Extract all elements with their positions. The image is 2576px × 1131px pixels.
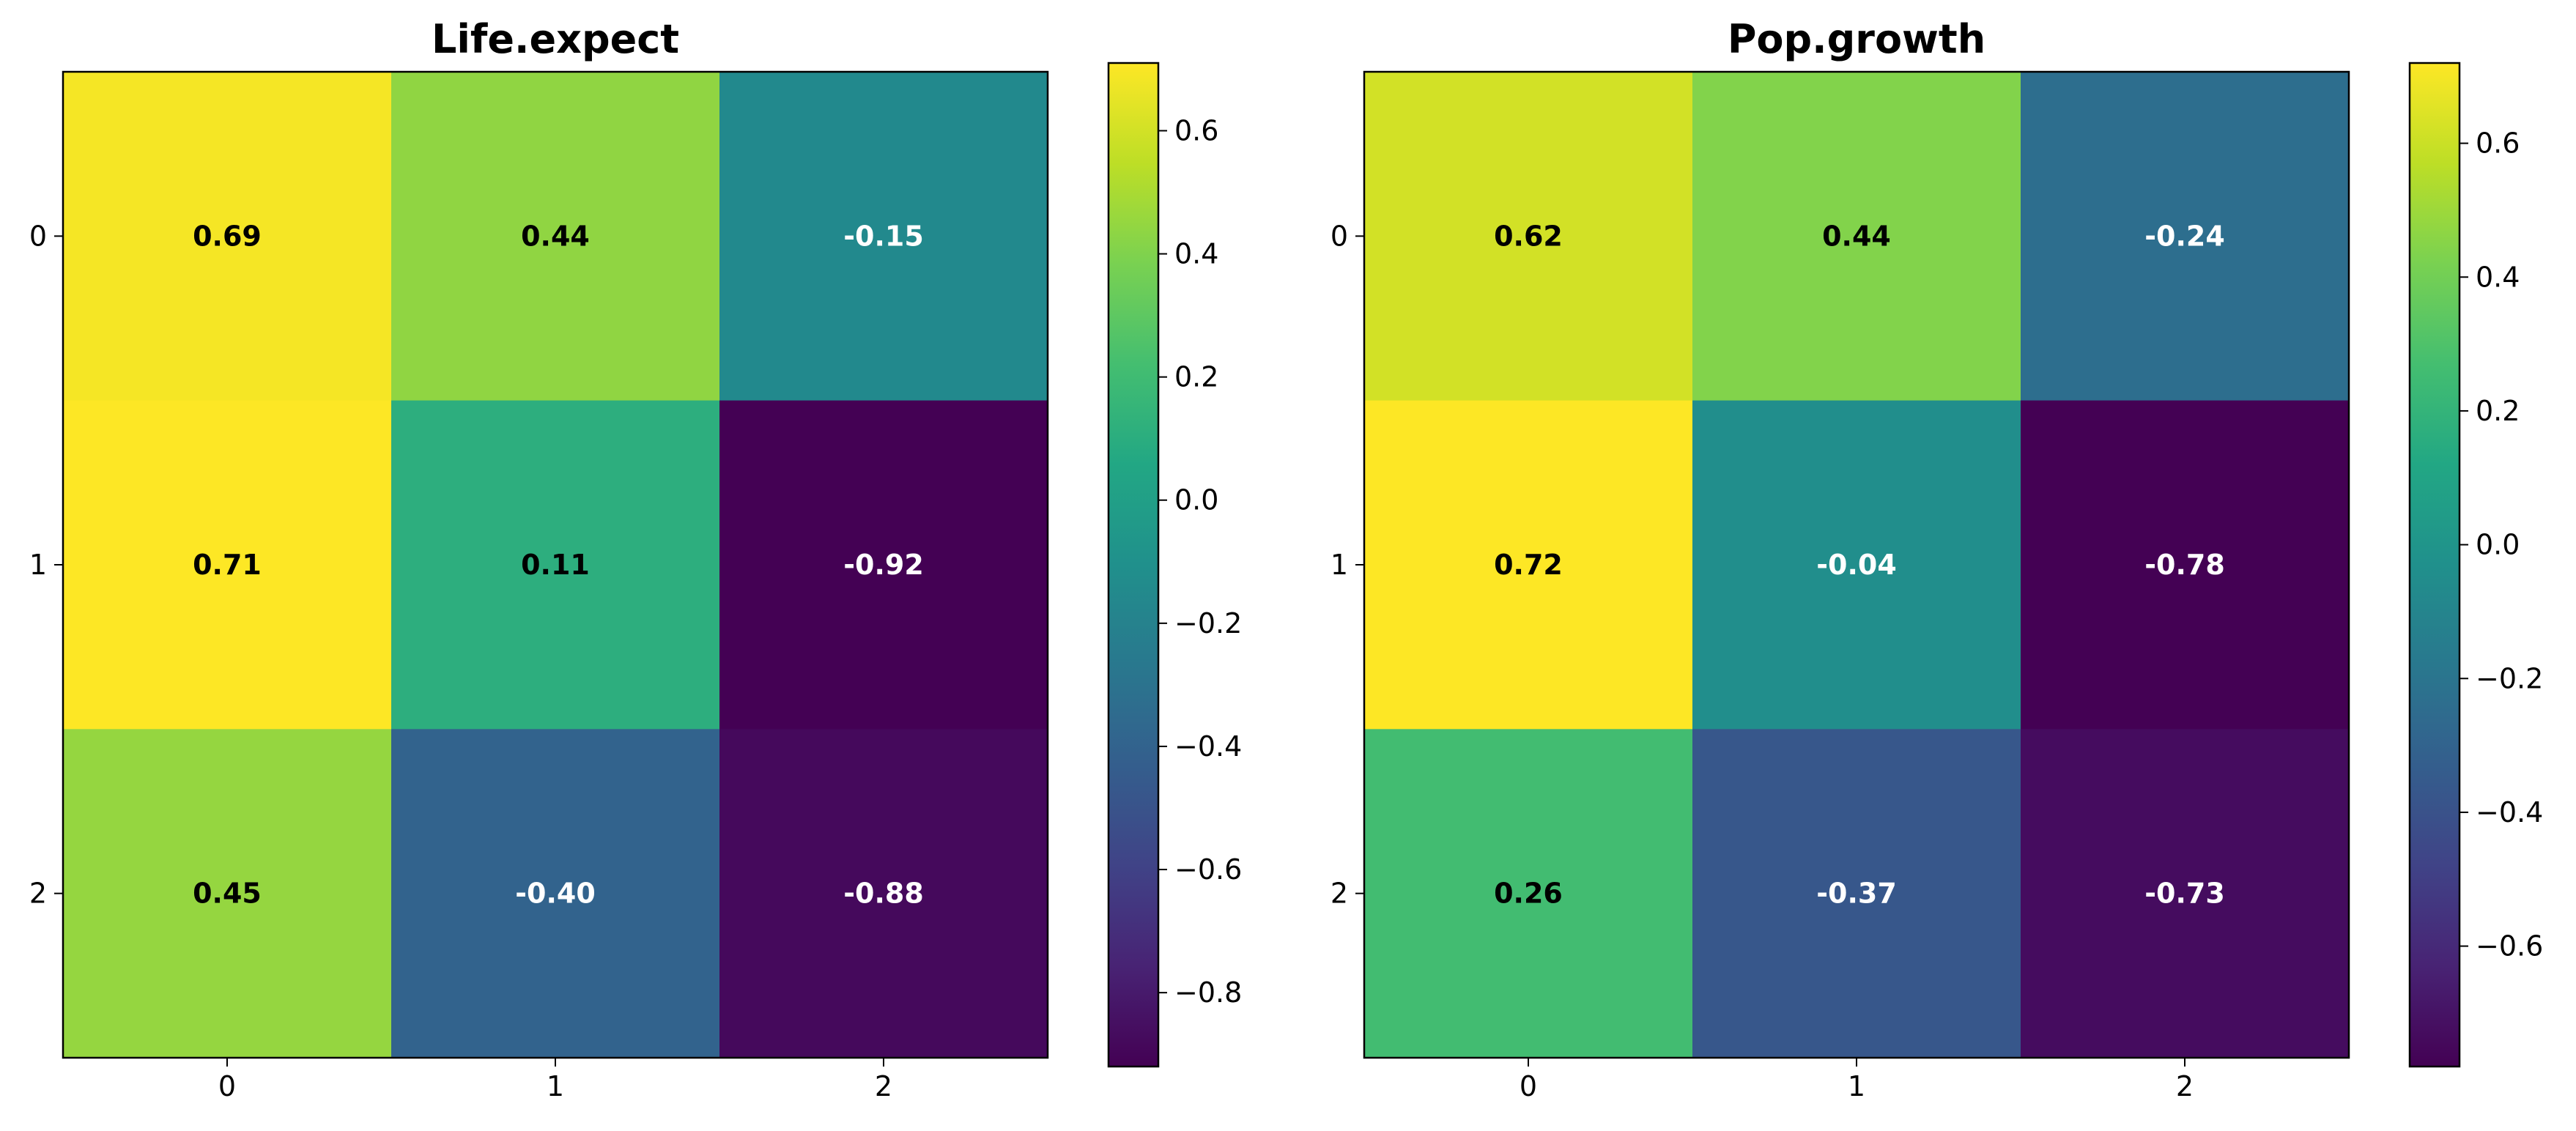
cell-value-label: 0.72	[1494, 549, 1563, 581]
colorbar-tick-label: 0.4	[2476, 261, 2520, 293]
cell-value-label: 0.62	[1494, 220, 1563, 252]
cell-value-label: -0.04	[1816, 549, 1897, 581]
colorbar-tick-label: −0.6	[1174, 853, 1242, 886]
x-tick-label: 2	[875, 1070, 892, 1102]
heatmap-cell	[1692, 729, 2021, 1058]
heatmap-cell	[63, 729, 392, 1058]
heatmap-cell	[2021, 72, 2350, 401]
cell-value-label: 0.69	[193, 220, 262, 252]
colorbar-tick-label: 0.6	[1174, 114, 1218, 147]
heatmap-cell	[1364, 729, 1693, 1058]
colorbar-tick-label: 0.4	[1174, 238, 1218, 270]
x-tick-label: 1	[547, 1070, 564, 1102]
colorbar-tick-label: 0.2	[1174, 361, 1218, 393]
cell-value-label: -0.15	[843, 220, 924, 252]
heatmap-cell	[1364, 400, 1693, 730]
cell-value-label: -0.88	[843, 878, 924, 910]
colorbar-tick-label: 0.0	[1174, 484, 1218, 516]
cell-value-label: 0.44	[521, 220, 590, 252]
y-tick-label: 0	[1330, 220, 1348, 252]
colorbar-tick-label: −0.2	[2476, 662, 2543, 694]
colorbar	[2408, 62, 2461, 1068]
heatmap-cell	[391, 729, 720, 1058]
heatmap-cell	[719, 400, 1048, 730]
colorbar-tick-label: 0.0	[2476, 529, 2520, 561]
heatmap-cell	[2021, 400, 2350, 730]
heatmap-cell	[2021, 729, 2350, 1058]
cell-value-label: -0.40	[515, 878, 596, 910]
heatmap-panel-1: Life.expect 0.69 0.44 -0.15 0.71 0.11 -0.92 0.4…	[29, 16, 1242, 1102]
cell-value-label: -0.73	[2144, 878, 2225, 910]
cell-value-label: -0.24	[2144, 220, 2225, 252]
colorbar-tick-label: −0.2	[1174, 607, 1242, 639]
y-tick-label: 1	[1330, 549, 1348, 581]
cell-value-label: -0.78	[2144, 549, 2225, 581]
heatmap-cell	[1364, 72, 1693, 401]
x-tick-label: 2	[2176, 1070, 2194, 1102]
heatmap-cell	[719, 729, 1048, 1058]
cell-value-label: 0.45	[193, 878, 262, 910]
chart-title: Pop.growth	[1728, 16, 1985, 62]
y-tick-label: 1	[29, 549, 47, 581]
heatmap-cell	[1692, 72, 2021, 401]
y-tick-label: 2	[29, 878, 47, 910]
colorbar-tick-label: −0.6	[2476, 930, 2543, 963]
y-tick-label: 0	[29, 220, 47, 252]
cell-value-label: -0.37	[1816, 878, 1897, 910]
heatmap-cell	[719, 72, 1048, 401]
chart-title: Life.expect	[432, 16, 679, 62]
heatmap-cell	[63, 400, 392, 730]
colorbar	[1107, 62, 1160, 1068]
x-tick-label: 0	[218, 1070, 236, 1102]
heatmap-cell	[63, 72, 392, 401]
heatmap-cell	[1692, 400, 2021, 730]
x-tick-label: 1	[1848, 1070, 1865, 1102]
heatmap-cell	[391, 400, 720, 730]
y-tick-label: 2	[1330, 878, 1348, 910]
colorbar-tick-label: 0.2	[2476, 395, 2520, 427]
colorbar-tick-label: −0.4	[2476, 796, 2543, 828]
colorbar-tick-label: −0.4	[1174, 730, 1242, 763]
cell-value-label: 0.11	[521, 549, 590, 581]
colorbar-tick-label: −0.8	[1174, 976, 1242, 1009]
cell-value-label: 0.71	[193, 549, 262, 581]
heatmap-cell	[391, 72, 720, 401]
cell-value-label: -0.92	[843, 549, 924, 581]
x-tick-label: 0	[1520, 1070, 1537, 1102]
colorbar-tick-label: 0.6	[2476, 127, 2520, 160]
cell-value-label: 0.44	[1822, 220, 1891, 252]
cell-value-label: 0.26	[1494, 878, 1563, 910]
